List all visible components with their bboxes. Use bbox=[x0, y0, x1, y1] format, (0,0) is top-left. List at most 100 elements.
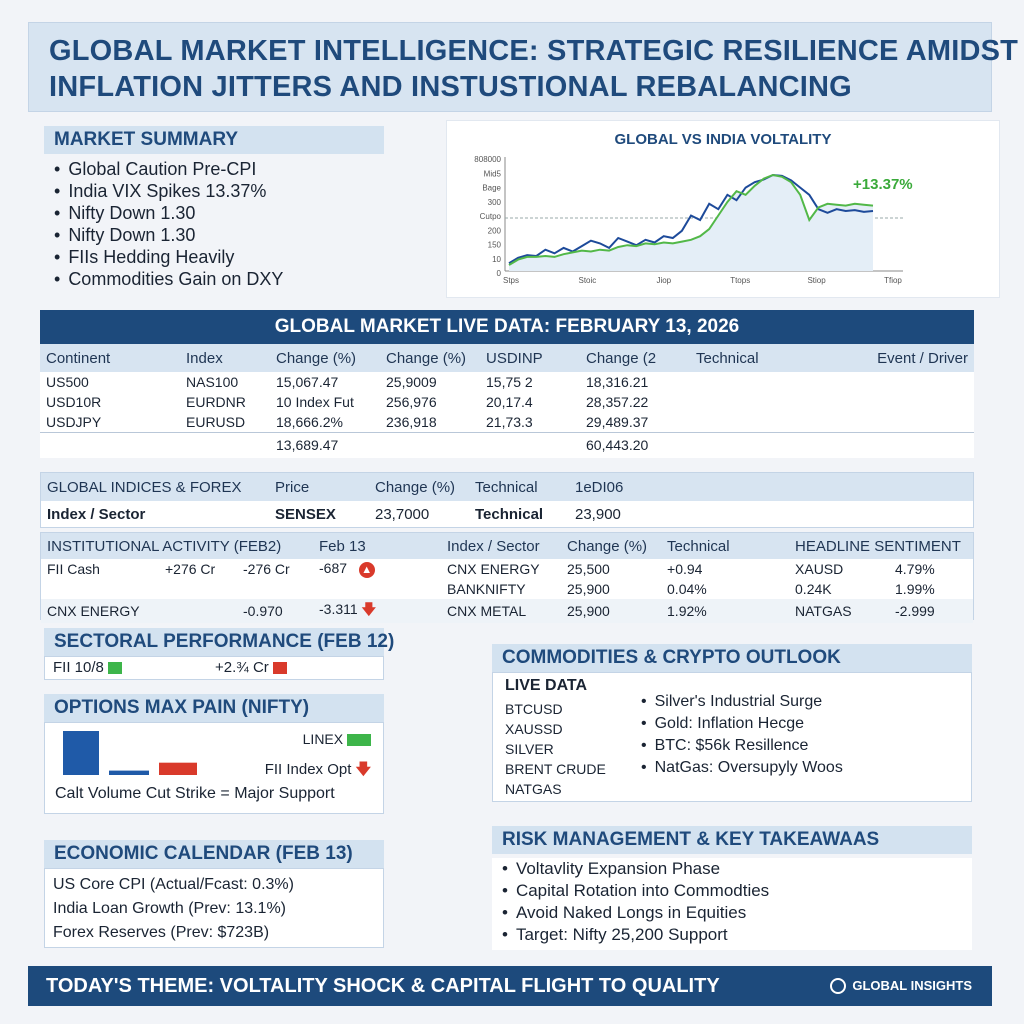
column-header: Continent bbox=[40, 344, 180, 372]
series-line-1 bbox=[508, 173, 874, 266]
options-bar bbox=[63, 731, 99, 775]
list-item: NatGas: Oversupyly Woos bbox=[641, 757, 843, 779]
risk-heading: RISK MANAGEMENT & KEY TAKEAWAAS bbox=[492, 826, 972, 854]
table-cell bbox=[159, 599, 237, 623]
column-header: Price bbox=[269, 473, 369, 501]
table-cell: 23,900 bbox=[575, 505, 621, 523]
table-cell: USDJPY bbox=[46, 413, 102, 430]
list-item: XAUSSD bbox=[505, 721, 563, 737]
market-summary-list: Global Caution Pre-CPI India VIX Spikes … bbox=[44, 158, 424, 290]
table-cell: 4.79% bbox=[895, 561, 935, 577]
column-header: Index / Sector bbox=[441, 533, 562, 559]
footer-theme: TODAY'S THEME: VOLTALITY SHOCK & CAPITAL… bbox=[46, 975, 720, 997]
table-cell: CNX ENERGY bbox=[447, 561, 540, 577]
risk-list: Voltavlity Expansion Phase Capital Rotat… bbox=[492, 858, 972, 946]
chart-title: GLOBAL VS INDIA VOLTALITY bbox=[614, 131, 832, 148]
column-header: Technical bbox=[469, 473, 569, 501]
table-cell: 60,443.20 bbox=[586, 437, 649, 454]
green-indicator-icon bbox=[347, 734, 371, 747]
options-body: LINEX FII Index Opt 🡇 Calt Volume Cut St… bbox=[44, 722, 384, 814]
table-cell bbox=[180, 432, 270, 458]
y-tick-label: 808000 bbox=[474, 155, 501, 164]
institutional-heading: INSTITUTIONAL ACTIVITY (Feb2) bbox=[41, 533, 314, 559]
y-tick-label: 150 bbox=[488, 241, 502, 250]
live-data-section: GLOBAL MARKET LIVE DATA: FEBRUARY 13, 20… bbox=[40, 310, 974, 466]
table-cell: 21,73.3 bbox=[486, 413, 533, 430]
table-cell: -3.311 🡇 bbox=[313, 599, 442, 623]
table-cell bbox=[159, 579, 237, 599]
table-cell: +276 Cr bbox=[165, 561, 216, 577]
y-tick-label: 0 bbox=[497, 269, 502, 278]
table-header-row: INSTITUTIONAL ACTIVITY (Feb2) Feb 13 Ind… bbox=[41, 533, 974, 559]
econ-body: US Core CPI (Actual/Fcast: 0.3%) India L… bbox=[44, 868, 384, 948]
table-cell bbox=[40, 432, 180, 458]
table-cell: Index / Sector bbox=[47, 505, 146, 523]
options-bar bbox=[109, 770, 149, 775]
risk-management-section: RISK MANAGEMENT & KEY TAKEAWAAS Voltavli… bbox=[492, 826, 972, 950]
table-cell: -2.999 bbox=[889, 599, 974, 623]
column-header: 1eDI06 bbox=[569, 473, 973, 501]
table-header-row: GLOBAL INDICES & FOREX Price Change (%) … bbox=[41, 473, 973, 501]
x-tick-label: Jiop bbox=[656, 276, 671, 285]
list-item: Nifty Down 1.30 bbox=[54, 202, 424, 224]
list-item: Forex Reserves (Prev: $723B) bbox=[53, 924, 270, 941]
table-cell: XAUSD bbox=[795, 561, 844, 577]
list-item: Nifty Down 1.30 bbox=[54, 224, 424, 246]
econ-heading-text: ECONOMIC CALENDAR (Feb 13) bbox=[54, 843, 353, 864]
list-item: India Loan Growth (Prev: 13.1%) bbox=[53, 900, 287, 917]
column-header: Change (%) bbox=[380, 344, 480, 372]
list-item: Global Caution Pre-CPI bbox=[54, 158, 424, 180]
table-cell: CNX ENERGY bbox=[41, 599, 159, 623]
table-cell: 236,918 bbox=[386, 413, 437, 430]
green-indicator-icon bbox=[108, 662, 123, 675]
global-indices-section: GLOBAL INDICES & FOREX Price Change (%) … bbox=[40, 472, 974, 528]
table-row: USDJPY EURUSD 18,666.2% 236,918 21,73.3 29,48… bbox=[40, 412, 974, 432]
list-item: Gold: Inflation Hecge bbox=[641, 713, 843, 735]
table-cell: 18,316.21 bbox=[586, 374, 649, 390]
series-line-0 bbox=[508, 173, 874, 265]
table-cell: NATGAS bbox=[789, 599, 890, 623]
table-cell: US500 bbox=[46, 374, 89, 390]
table-cell: FII Cash bbox=[47, 561, 100, 577]
table-cell: 15,067.47 bbox=[276, 374, 339, 390]
column-header: HEADLINE SENTIMENT bbox=[789, 533, 974, 559]
arrow-down-icon: 🡇 bbox=[355, 761, 371, 778]
table-cell: USD10R bbox=[46, 394, 102, 410]
y-tick-label: Cutpo bbox=[480, 212, 502, 221]
table-cell bbox=[41, 579, 159, 599]
x-tick-label: Stoic bbox=[579, 276, 597, 285]
sectoral-heading-text: SECTORAL PERFORMANCE (Feb 12) bbox=[54, 631, 395, 652]
alert-icon: ▲ bbox=[358, 562, 375, 578]
y-tick-label: Mid5 bbox=[484, 169, 502, 178]
title-banner: GLOBAL MARKET INTELLIGENCE: STRATEGIC RE… bbox=[28, 22, 1018, 112]
sectoral-left-label: FII 10/8 bbox=[53, 659, 104, 676]
table-cell: 256,976 bbox=[386, 394, 437, 410]
red-indicator-icon bbox=[272, 662, 287, 675]
list-item: NATGAS bbox=[505, 781, 562, 797]
table-cell bbox=[840, 412, 974, 432]
area-fill bbox=[509, 175, 873, 271]
economic-calendar-section: ECONOMIC CALENDAR (Feb 13) US Core CPI (… bbox=[44, 840, 384, 950]
institutional-heading-text: INSTITUTIONAL ACTIVITY (Feb2) bbox=[47, 537, 282, 555]
list-item: Silver's Industrial Surge bbox=[641, 691, 843, 713]
y-tick-label: 10 bbox=[492, 255, 501, 264]
risk-body: Voltavlity Expansion Phase Capital Rotat… bbox=[492, 858, 972, 950]
institutional-activity-section: INSTITUTIONAL ACTIVITY (Feb2) Feb 13 Ind… bbox=[40, 532, 974, 623]
x-tick-label: Tfiop bbox=[884, 276, 902, 285]
market-summary-section: MARKET SUMMARY Global Caution Pre-CPI In… bbox=[44, 126, 424, 289]
table-cell: 25,500 bbox=[567, 561, 610, 577]
table-cell bbox=[690, 392, 840, 412]
table-cell: 28,357.22 bbox=[586, 394, 649, 410]
table-cell: 25,9009 bbox=[386, 374, 437, 390]
table-cell-value: -3.311 bbox=[319, 601, 358, 617]
institutional-table: INSTITUTIONAL ACTIVITY (Feb2) Feb 13 Ind… bbox=[41, 533, 974, 623]
table-cell: 29,489.37 bbox=[586, 413, 649, 430]
table-row: USD10R EURDNR 10 Index Fut 256,976 20,17.4 28… bbox=[40, 392, 974, 412]
sectoral-right-wrap: +2.¾ Cr bbox=[215, 657, 287, 679]
live-data-header: GLOBAL MARKET LIVE DATA: FEBRUARY 13, 20… bbox=[40, 310, 974, 344]
list-item: BTCUSD bbox=[505, 701, 563, 717]
sectoral-right-label: +2.¾ Cr bbox=[215, 659, 269, 676]
column-header: Index bbox=[180, 344, 270, 372]
table-cell: 18,666.2% bbox=[276, 413, 343, 430]
